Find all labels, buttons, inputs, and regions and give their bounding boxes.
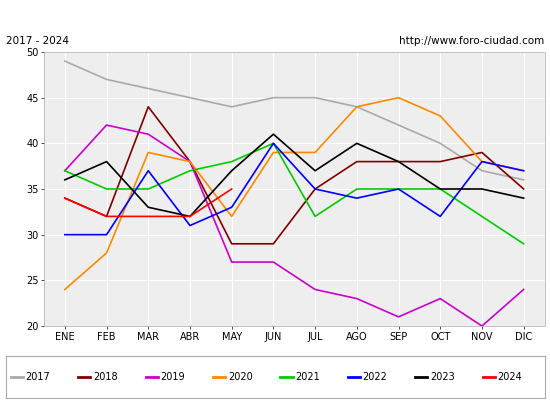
Text: http://www.foro-ciudad.com: http://www.foro-ciudad.com — [399, 36, 544, 46]
Text: 2019: 2019 — [161, 372, 185, 382]
Text: 2020: 2020 — [228, 372, 252, 382]
Text: 2024: 2024 — [497, 372, 522, 382]
Text: 2023: 2023 — [430, 372, 455, 382]
Text: 2017 - 2024: 2017 - 2024 — [6, 36, 69, 46]
Text: 2021: 2021 — [295, 372, 320, 382]
Text: 2018: 2018 — [93, 372, 118, 382]
Text: Evolucion del paro registrado en Macharaviaya: Evolucion del paro registrado en Machara… — [91, 8, 459, 22]
Text: 2022: 2022 — [362, 372, 387, 382]
Text: 2017: 2017 — [26, 372, 51, 382]
